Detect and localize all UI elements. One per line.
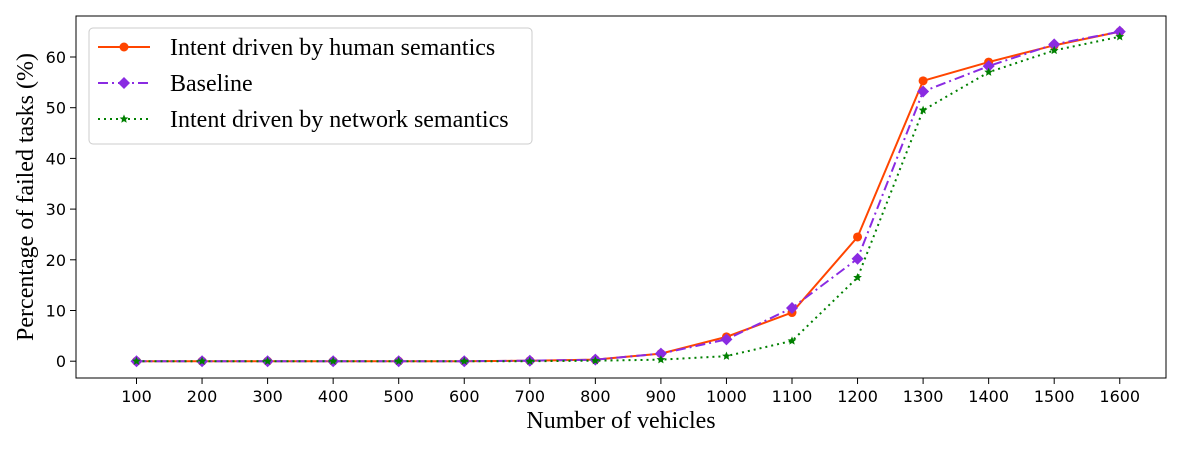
data-point	[118, 77, 130, 89]
data-point	[459, 356, 469, 365]
x-tick-label: 1000	[706, 387, 747, 406]
data-point	[1115, 32, 1125, 41]
x-axis: 100 200 300 400 500 600 700 800 900 1000 1100 1200 1…	[121, 378, 1140, 406]
data-point	[590, 356, 600, 365]
x-tick-label: 1300	[903, 387, 944, 406]
y-axis: 0 10 20 30 40 50 60	[46, 48, 76, 371]
y-tick-label: 30	[46, 200, 66, 219]
data-point	[656, 355, 666, 364]
data-point	[394, 356, 404, 365]
x-axis-title: Number of vehicles	[526, 408, 715, 434]
legend-item: Baseline	[98, 71, 253, 97]
y-tick-label: 60	[46, 48, 66, 67]
data-point	[982, 60, 995, 73]
data-point	[119, 114, 129, 123]
legend-label: Intent driven by network semantics	[170, 107, 509, 133]
data-point	[786, 301, 798, 314]
legend-item: Intent driven by network semantics	[98, 107, 509, 133]
data-point	[263, 356, 272, 365]
series-line	[136, 35, 1120, 363]
data-point	[525, 356, 535, 365]
data-point	[119, 42, 129, 52]
data-point	[918, 76, 928, 86]
data-point	[1048, 38, 1061, 51]
data-point	[787, 336, 797, 345]
y-tick-label: 20	[46, 251, 66, 270]
y-tick-label: 10	[46, 302, 66, 321]
y-tick-label: 40	[46, 149, 66, 168]
x-tick-label: 900	[646, 387, 677, 406]
x-tick-label: 1500	[1034, 387, 1075, 406]
y-tick-label: 50	[46, 99, 66, 118]
legend-items: Intent driven by human semantics Baseline…	[98, 35, 509, 133]
x-tick-label: 800	[580, 387, 611, 406]
data-point	[654, 347, 667, 360]
legend: Intent driven by human semantics Baseline…	[88, 27, 533, 145]
data-point	[1049, 45, 1059, 55]
data-point	[328, 356, 338, 365]
data-point	[853, 272, 862, 282]
x-tick-label: 400	[318, 387, 349, 406]
data-point	[851, 252, 864, 265]
series-layer	[130, 25, 1126, 368]
y-axis-title: Percentage of failed tasks (%)	[13, 53, 39, 341]
data-point	[720, 333, 733, 346]
data-point	[917, 85, 930, 98]
data-point	[853, 232, 863, 242]
data-point	[1113, 25, 1126, 38]
legend-box	[88, 27, 533, 145]
x-tick-label: 1200	[837, 387, 878, 406]
x-tick-label: 1100	[772, 387, 813, 406]
x-tick-label: 1600	[1099, 387, 1140, 406]
data-point	[132, 356, 141, 365]
x-tick-label: 300	[252, 387, 283, 406]
data-point	[984, 67, 994, 76]
legend-label: Baseline	[170, 71, 253, 97]
x-tick-label: 200	[187, 387, 218, 406]
series-star	[132, 32, 1125, 365]
x-tick-label: 700	[515, 387, 546, 406]
data-point	[722, 351, 731, 360]
data-point	[197, 356, 207, 365]
y-tick-label: 0	[56, 352, 66, 371]
legend-item: Intent driven by human semantics	[98, 35, 495, 61]
x-tick-label: 1400	[968, 387, 1009, 406]
x-tick-label: 500	[383, 387, 414, 406]
data-point	[918, 105, 928, 114]
x-tick-label: 600	[449, 387, 480, 406]
legend-label: Intent driven by human semantics	[170, 35, 495, 61]
x-tick-label: 100	[121, 387, 152, 406]
